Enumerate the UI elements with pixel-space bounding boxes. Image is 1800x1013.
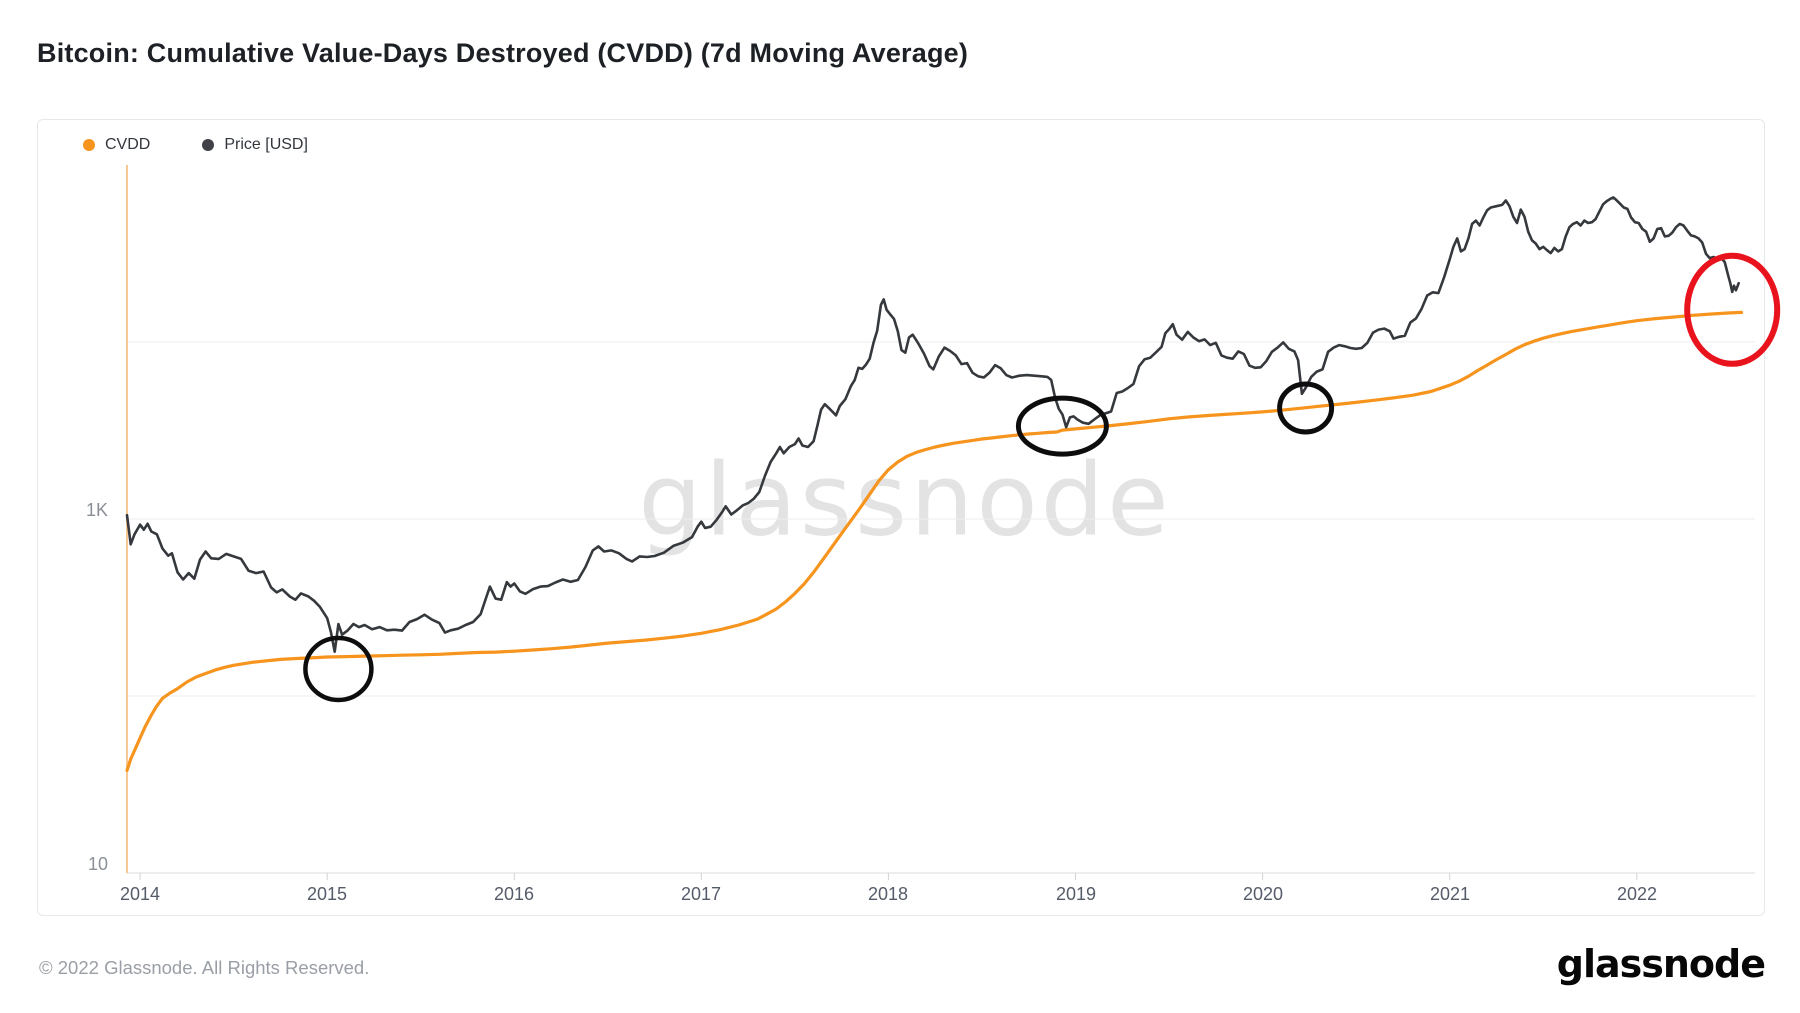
cvdd-line [125,310,1744,772]
glassnode-logo: glassnode [1556,942,1766,986]
y-tick-label: 1K [85,500,108,520]
black-circle-annotation [1277,381,1335,435]
red-circle-annotation [1684,252,1781,367]
chart-legend: CVDD Price [USD] [83,136,308,154]
legend-item-cvdd[interactable]: CVDD [83,136,150,154]
page-title: Bitcoin: Cumulative Value-Days Destroyed… [37,38,969,68]
cvdd-series-dot-icon [83,139,95,151]
x-tick-label: 2016 [493,884,535,904]
x-tick-label: 2022 [1616,884,1658,904]
black-circle-annotation [1015,395,1109,457]
legend-item-price[interactable]: Price [USD] [202,136,308,154]
cvdd-series-label: CVDD [105,136,151,153]
black-circle-annotation [303,635,374,703]
chart-card [37,119,1765,916]
x-tick-label: 2014 [119,884,161,904]
x-tick-label: 2020 [1242,884,1284,904]
price-series-dot-icon [202,139,215,151]
price-series-label: Price [USD] [224,136,308,153]
x-tick-label: 2021 [1429,884,1471,904]
price-line [125,196,1740,653]
x-tick-label: 2015 [306,884,348,904]
x-tick-label: 2017 [680,884,722,904]
y-tick-label: 10 [87,854,108,874]
x-tick-label: 2019 [1055,884,1097,904]
copyright-text: © 2022 Glassnode. All Rights Reserved. [39,957,370,978]
glassnode-watermark: glassnode [638,442,1171,559]
x-tick-label: 2018 [867,884,909,904]
